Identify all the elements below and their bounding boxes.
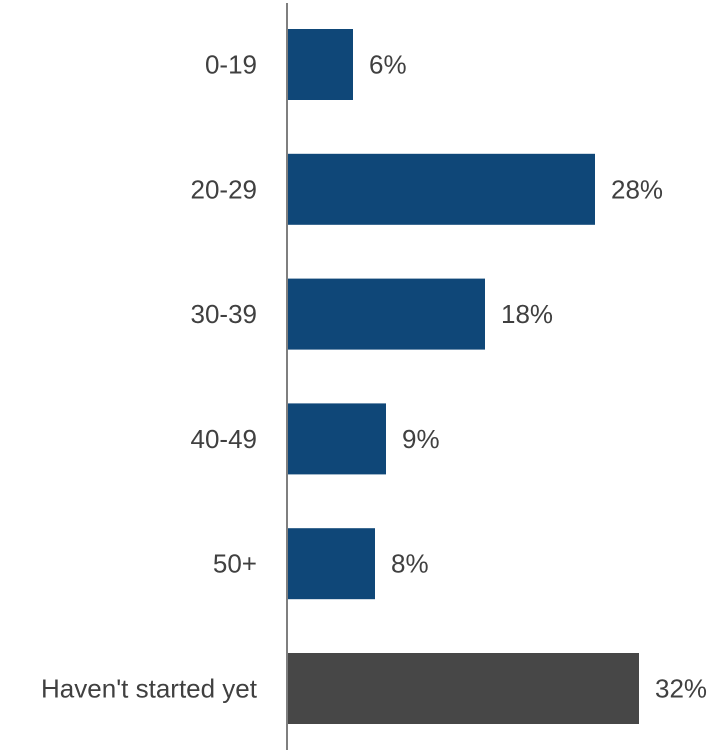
value-label: 28% xyxy=(611,174,663,204)
value-label: 9% xyxy=(402,424,440,454)
value-label: 8% xyxy=(391,549,429,579)
bar-40-49 xyxy=(287,403,386,475)
category-label: 0-19 xyxy=(205,50,257,80)
bar-50 xyxy=(287,528,375,600)
bar-30-39 xyxy=(287,278,485,350)
value-labels-group: 6% 28% 18% 9% 8% 32% xyxy=(369,50,707,704)
category-label: 30-39 xyxy=(191,299,258,329)
value-label: 18% xyxy=(501,299,553,329)
bar-20-29 xyxy=(287,153,595,225)
bar-haven-t-started-yet xyxy=(287,653,639,724)
value-label: 32% xyxy=(655,674,707,704)
bars-group xyxy=(287,29,639,724)
category-label: Haven't started yet xyxy=(41,674,258,704)
category-label: 50+ xyxy=(213,549,257,579)
value-label: 6% xyxy=(369,50,407,80)
bar-0-19 xyxy=(287,29,353,100)
category-labels-group: 0-19 20-29 30-39 40-49 50+ Haven't started ye… xyxy=(41,50,258,704)
category-label: 40-49 xyxy=(191,424,258,454)
category-label: 20-29 xyxy=(191,174,258,204)
